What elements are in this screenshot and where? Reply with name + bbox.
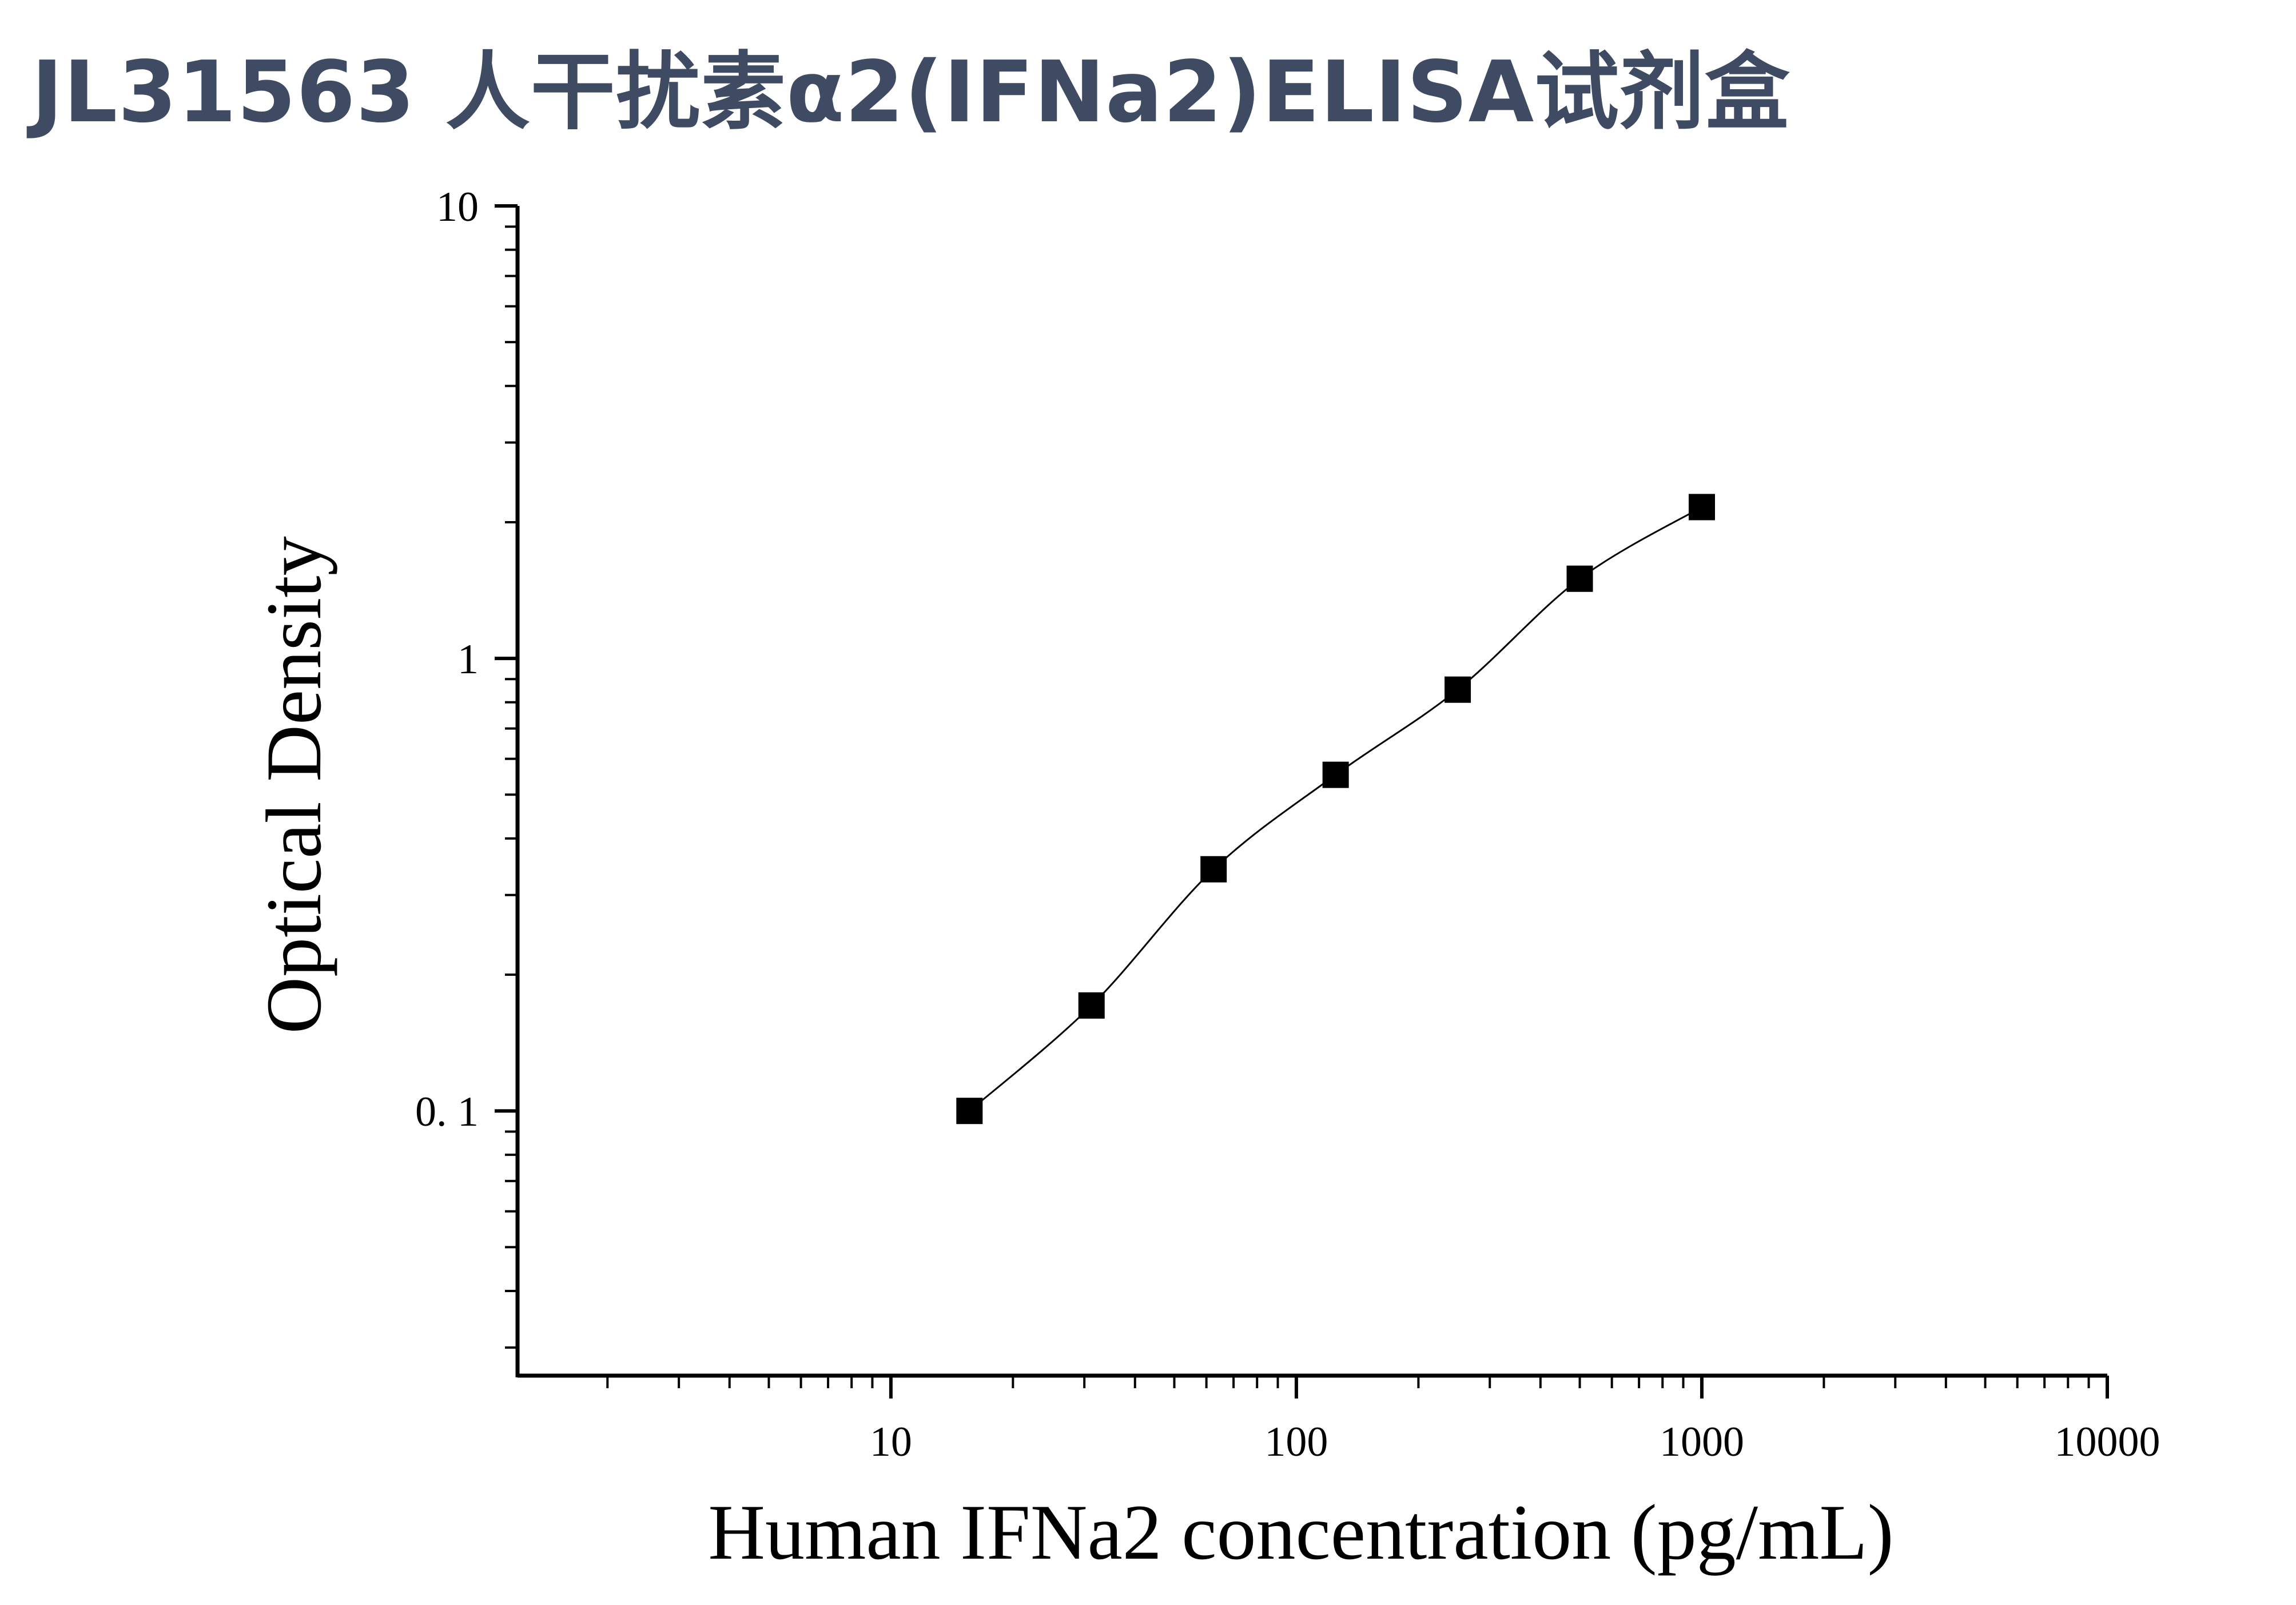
data-points-layer	[956, 494, 1715, 1125]
y-tick-label: 0. 1	[415, 1088, 479, 1135]
data-point	[1200, 856, 1227, 883]
x-axis-label: Human IFNa2 concentration (pg/mL)	[708, 1488, 1893, 1576]
fit-curve-layer	[969, 506, 1702, 1112]
y-tick-label: 1	[457, 636, 479, 683]
data-point	[956, 1098, 983, 1125]
x-tick-label: 10	[870, 1419, 912, 1465]
data-point	[1445, 676, 1471, 703]
data-point	[1078, 992, 1105, 1019]
x-tick-label: 100	[1264, 1419, 1328, 1465]
axes: 10 100 1000 10000 0. 1 1 10	[415, 184, 2160, 1465]
y-tick-label: 10	[436, 184, 479, 231]
x-tick-label: 1000	[1660, 1419, 1744, 1465]
data-point	[1566, 565, 1593, 592]
page-title: JL31563 人干扰素α2(IFNa2)ELISA试剂盒	[31, 43, 1790, 141]
y-axis-label: Optical Density	[250, 537, 337, 1034]
fit-curve	[969, 506, 1702, 1112]
data-point	[1322, 761, 1349, 788]
x-tick-label: 10000	[2055, 1419, 2160, 1465]
data-point	[1688, 494, 1715, 521]
